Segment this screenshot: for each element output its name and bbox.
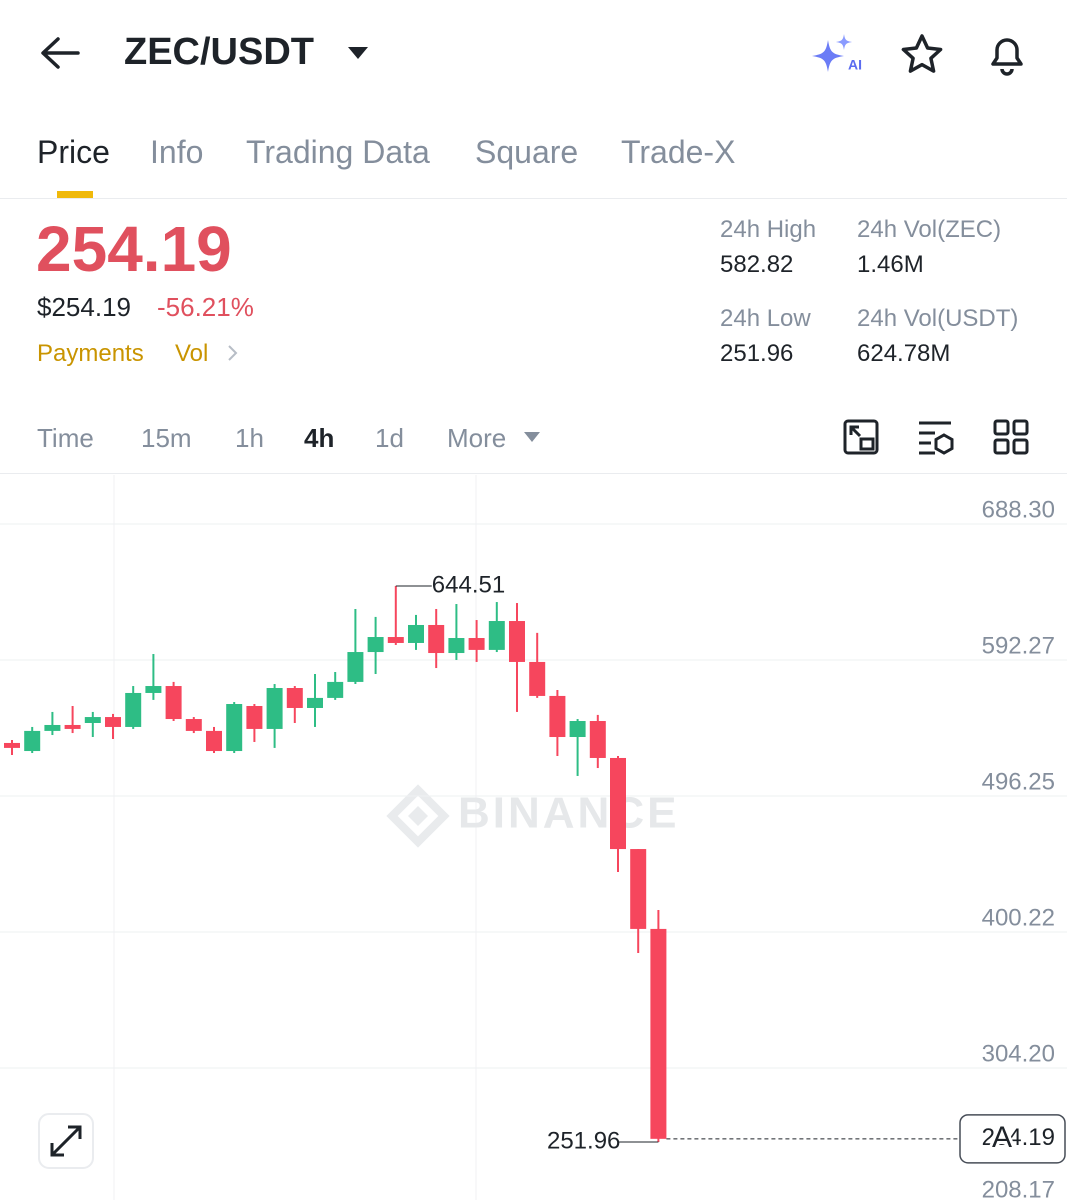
layout-button[interactable] — [993, 419, 1029, 455]
candle-body — [448, 638, 465, 654]
candle-body — [529, 661, 546, 696]
high-label: 644.51 — [432, 571, 505, 598]
candle-body — [105, 717, 121, 727]
interval[interactable]: 1d — [375, 423, 404, 453]
tool-button[interactable] — [843, 419, 879, 455]
tab[interactable]: Square — [475, 134, 579, 170]
stat-value: 582.82 — [720, 251, 794, 278]
candle-body — [4, 742, 20, 748]
usd-price: $254.19 — [37, 292, 131, 322]
candle-body — [24, 730, 41, 752]
tag[interactable]: Payments — [37, 340, 144, 367]
candle-body — [44, 724, 61, 731]
y-tick-label: 592.27 — [982, 632, 1055, 659]
favorite-button[interactable] — [900, 33, 944, 75]
price-tag — [959, 1114, 1066, 1164]
interval[interactable]: Time — [37, 423, 94, 453]
chart: BINANCE 688.30 592.27 496.25 400.22 304.20 20… — [0, 475, 1067, 1200]
candle-body — [428, 624, 445, 654]
stat-label: 24h Vol(ZEC) — [857, 216, 1002, 243]
low-label: 251.96 — [547, 1127, 620, 1154]
interval[interactable]: 1h — [235, 423, 264, 453]
last-price: 254.19 — [36, 213, 232, 285]
y-tick-label: 208.17 — [982, 1176, 1055, 1200]
stat-value: 251.96 — [720, 340, 794, 367]
candle-body — [387, 637, 404, 643]
tab[interactable]: Trading Data — [246, 134, 430, 170]
candle-body — [125, 692, 142, 727]
tab[interactable]: Info — [150, 134, 204, 170]
candle-body — [246, 705, 263, 729]
candle-body — [569, 721, 586, 738]
stat-value: 624.78M — [857, 340, 951, 367]
candle-body — [367, 637, 384, 653]
candle-body — [549, 695, 566, 738]
candle-body — [206, 730, 222, 752]
candle-body — [226, 704, 243, 752]
tag[interactable]: Vol — [175, 340, 209, 367]
tab-indicator — [57, 191, 93, 198]
candle-body — [64, 724, 81, 729]
candle-body — [650, 928, 667, 1139]
pair-dropdown[interactable] — [346, 45, 370, 61]
candle-body — [84, 717, 101, 723]
stat-label: 24h High — [720, 216, 817, 243]
indicator-button[interactable] — [916, 419, 956, 455]
price-tag-label: 254.19 — [982, 1124, 1055, 1151]
candle-body — [509, 621, 525, 662]
stat-label: 24h Low — [720, 305, 811, 332]
y-tick-label: 400.22 — [982, 904, 1055, 931]
back-button[interactable] — [38, 36, 82, 70]
ai-button[interactable]: AI — [810, 32, 862, 76]
candle-body — [165, 686, 182, 720]
tag-chevron — [228, 345, 238, 361]
overlay-button[interactable]: A — [989, 1118, 1015, 1157]
alert-button[interactable] — [985, 32, 1029, 76]
candle-body — [286, 688, 303, 708]
divider — [0, 473, 1067, 474]
candle-body — [185, 719, 202, 731]
candle-body — [488, 621, 505, 650]
y-tick-label: 304.20 — [982, 1040, 1055, 1067]
interval[interactable]: 4h — [304, 423, 335, 453]
candle-body — [630, 849, 647, 929]
y-tick-label: 496.25 — [982, 768, 1055, 795]
tab[interactable]: Trade-X — [621, 134, 736, 170]
candle-body — [468, 638, 485, 650]
candle-body — [347, 652, 364, 682]
divider — [0, 198, 1067, 199]
price-change: -56.21% — [157, 292, 254, 322]
candle-body — [307, 697, 323, 708]
stat-value: 1.46M — [857, 251, 924, 278]
candle-body — [266, 688, 283, 729]
candle-body — [327, 681, 344, 698]
candle-body — [610, 757, 626, 850]
watermark-logo — [386, 784, 450, 848]
ai-label: AI — [848, 57, 862, 73]
interval[interactable]: 15m — [141, 423, 192, 453]
y-tick-label: 688.30 — [982, 496, 1055, 523]
watermark: BINANCE — [458, 789, 679, 838]
stat-label: 24h Vol(USDT) — [857, 305, 1019, 332]
pair-title[interactable]: ZEC/USDT — [124, 31, 314, 73]
candle-body — [408, 624, 424, 643]
candle-body — [589, 721, 606, 758]
candle-body — [145, 686, 162, 693]
fullscreen-button[interactable] — [38, 1113, 94, 1169]
interval[interactable]: More — [447, 423, 507, 453]
more-caret — [524, 432, 540, 442]
tab[interactable]: Price — [37, 134, 110, 170]
